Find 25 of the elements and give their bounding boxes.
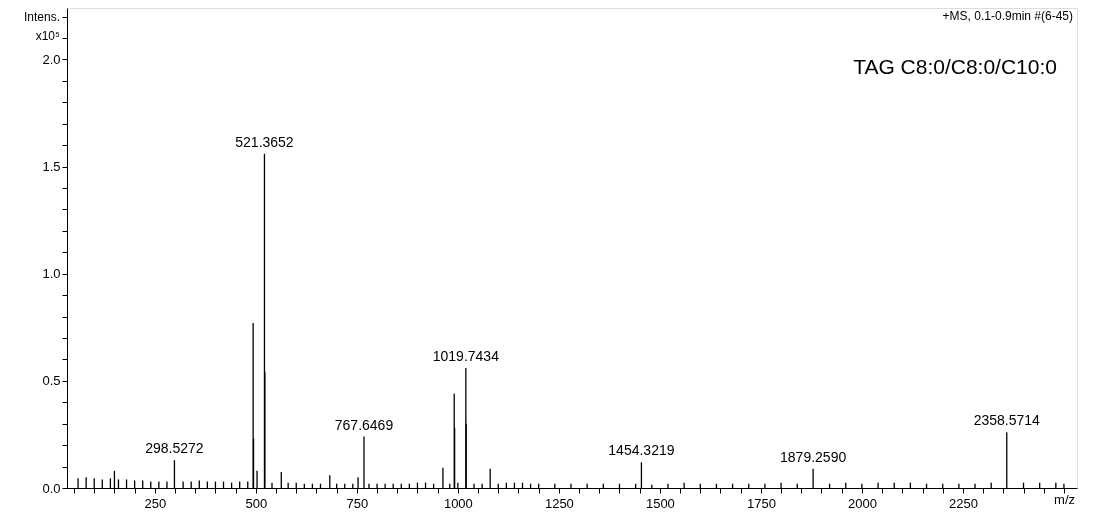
annotation: 521.3652 xyxy=(235,133,294,150)
annotation: 298.5272 xyxy=(145,440,204,457)
x-tick-label: 500 xyxy=(245,495,268,511)
y-axis-title: Intens. x10⁵ xyxy=(23,10,61,43)
annotation: +MS, 0.1-0.9min #(6-45) xyxy=(942,9,1073,23)
annotation: 1454.3219 xyxy=(608,442,675,459)
x-tick-label: 2250 xyxy=(948,495,978,511)
x-tick-label: 2000 xyxy=(847,495,877,511)
y-tick-label: 1.5 xyxy=(42,159,61,175)
annotation: 2358.5714 xyxy=(973,412,1041,429)
y-tick-label: 0.5 xyxy=(42,373,61,389)
annotation: 1019.7434 xyxy=(432,348,500,364)
y-tick-label: 0.0 xyxy=(42,480,61,496)
annotation: TAG C8:0/C8:0/C10:0 xyxy=(853,55,1057,78)
annotation: 1879.2590 xyxy=(780,448,847,465)
x-tick-label: 750 xyxy=(346,495,369,511)
y-tick-label: 1.0 xyxy=(42,266,61,282)
x-tick-label: 250 xyxy=(144,495,167,511)
x-tick-label: 1250 xyxy=(544,495,574,511)
annotation: 767.6469 xyxy=(334,416,394,433)
x-axis-title: m/z xyxy=(1054,492,1075,507)
x-tick-label: 1500 xyxy=(645,495,675,511)
x-tick-label: 1000 xyxy=(443,495,473,511)
y-tick-label: 2.0 xyxy=(42,51,61,67)
x-tick-label: 1750 xyxy=(746,495,776,511)
